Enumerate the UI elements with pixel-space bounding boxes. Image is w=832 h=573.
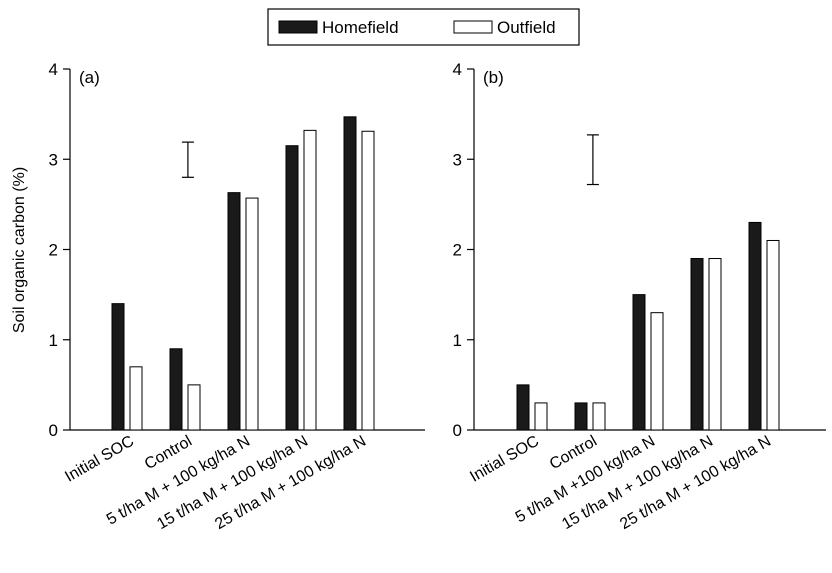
legend: Homefield Outfield xyxy=(267,8,580,46)
panel-b-y-tick-label: 0 xyxy=(453,421,462,440)
panel-b-y-tick-label: 2 xyxy=(453,241,462,260)
panel-a-category-label: Initial SOC xyxy=(62,433,137,486)
panel-a-bar-homefield xyxy=(169,348,183,431)
panel-a-bar-homefield xyxy=(343,116,357,431)
panel-b-bar-homefield xyxy=(574,402,588,431)
panel-a-bar-homefield xyxy=(285,145,299,431)
panel-a-bar-homefield xyxy=(227,192,241,431)
panel-b-bar-homefield xyxy=(748,221,762,431)
panel-a-bar-outfield xyxy=(303,129,317,431)
panel-b-bar-outfield xyxy=(534,402,548,431)
panel-b-bar-outfield xyxy=(708,258,722,431)
legend-swatch-homefield xyxy=(278,20,318,34)
panel-b-category-label: Initial SOC xyxy=(467,433,542,486)
panel-b-bar-outfield xyxy=(766,239,780,431)
panel-a-y-tick-label: 4 xyxy=(49,60,58,79)
panel-a-y-tick-label: 0 xyxy=(49,421,58,440)
panel-b-bar-outfield xyxy=(592,402,606,431)
panel-b-y-tick-label: 1 xyxy=(453,331,462,350)
legend-swatch-outfield xyxy=(453,20,493,34)
panel-a-y-tick-label: 1 xyxy=(49,331,58,350)
legend-label-outfield: Outfield xyxy=(497,18,556,37)
y-axis-title: Soil organic carbon (%) xyxy=(11,167,28,333)
panel-b-bar-homefield xyxy=(516,384,530,431)
panel-b-y-tick-label: 4 xyxy=(453,60,462,79)
panel-a-label: (a) xyxy=(79,68,100,87)
panel-a-bar-outfield xyxy=(129,366,143,431)
panel-a-bar-outfield xyxy=(361,130,375,431)
panel-a-bar-outfield xyxy=(187,384,201,431)
panel-a-y-tick-label: 3 xyxy=(49,150,58,169)
panel-b-label: (b) xyxy=(483,68,504,87)
panel-b-y-tick-label: 3 xyxy=(453,150,462,169)
legend-box xyxy=(267,8,580,46)
panel-a-y-tick-label: 2 xyxy=(49,241,58,260)
panel-a-bar-outfield xyxy=(245,197,259,431)
legend-label-homefield: Homefield xyxy=(322,18,399,37)
panel-b-bar-outfield xyxy=(650,312,664,431)
panel-a-bar-homefield xyxy=(111,303,125,431)
panel-b-bar-homefield xyxy=(690,258,704,431)
panel-b-bar-homefield xyxy=(632,294,646,431)
